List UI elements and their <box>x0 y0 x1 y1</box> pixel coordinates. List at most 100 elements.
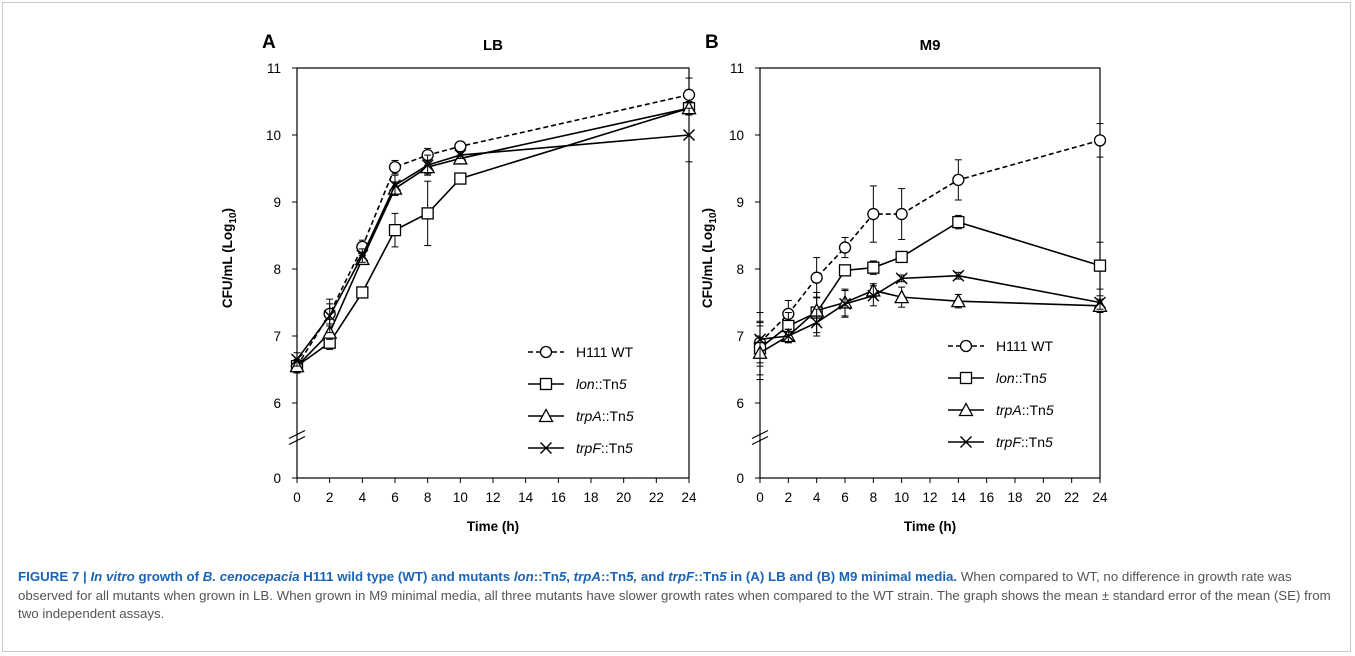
legend-label: trpF::Tn5 <box>996 434 1053 450</box>
data-point-marker <box>1093 134 1107 147</box>
x-tick-label: 22 <box>649 490 664 505</box>
series-3 <box>291 107 695 367</box>
data-point-marker <box>952 173 965 187</box>
y-tick-label: 8 <box>736 262 744 277</box>
caption-head-part: , <box>566 569 574 584</box>
caption-head-part: 5, <box>626 569 638 584</box>
y-axis-label-sub: 10 <box>708 212 719 224</box>
y-tick-label: 0 <box>273 471 281 486</box>
series-0 <box>290 77 696 374</box>
y-axis-label-sub: 10 <box>228 212 239 224</box>
series-line <box>759 221 1101 349</box>
caption-head-part: trpF <box>668 569 695 584</box>
data-point-marker <box>291 353 303 366</box>
series-1 <box>290 101 696 374</box>
marker-stroke <box>323 309 336 322</box>
data-point-marker <box>895 272 908 285</box>
data-point-marker <box>895 250 908 264</box>
legend-item: H111 WT <box>528 344 633 360</box>
x-tick-label: 14 <box>518 490 534 505</box>
data-point-marker <box>895 207 908 221</box>
panel-letter: B <box>705 32 719 53</box>
data-point-marker <box>682 88 696 101</box>
data-point-marker <box>1094 296 1106 309</box>
data-point-marker <box>454 149 467 162</box>
legend-label: H111 WT <box>996 338 1053 354</box>
x-tick-label: 0 <box>756 490 764 505</box>
x-tick-label: 18 <box>583 490 598 505</box>
x-tick-label: 20 <box>1036 490 1051 505</box>
x-tick-label: 6 <box>391 490 399 505</box>
data-point-marker <box>959 339 973 353</box>
y-tick-label: 9 <box>273 195 281 210</box>
data-point-marker <box>867 289 880 302</box>
x-tick-label: 2 <box>785 490 793 505</box>
caption-head-part: lon <box>513 569 534 584</box>
data-point-marker <box>867 207 880 221</box>
caption-head-part: trpA <box>573 569 601 584</box>
axis-break-mark <box>751 429 769 440</box>
y-tick-label: 0 <box>736 471 744 486</box>
x-tick-label: 16 <box>979 490 994 505</box>
legend-item: lon::Tn5 <box>528 376 627 392</box>
data-point-marker <box>454 172 467 185</box>
series-2 <box>289 100 697 374</box>
data-point-marker <box>782 330 795 342</box>
data-point-marker <box>540 442 552 454</box>
data-point-marker <box>388 161 402 174</box>
y-axis-label-end: ) <box>700 208 715 213</box>
marker-stroke <box>291 353 303 366</box>
y-tick-label: 8 <box>273 262 281 277</box>
marker-stroke <box>389 179 401 192</box>
y-tick-label: 11 <box>730 61 744 76</box>
caption-head-part: B. cenocepacia <box>202 569 300 584</box>
x-tick-label: 10 <box>894 490 909 505</box>
y-axis-label: CFU/mL (Log10) <box>220 208 239 308</box>
chart-title: LB <box>483 37 503 54</box>
marker-stroke <box>754 333 766 346</box>
data-point-marker <box>838 241 852 254</box>
data-point-marker <box>356 249 369 262</box>
axis-break-mark <box>288 435 306 446</box>
data-point-marker <box>538 408 554 423</box>
chart-title: M9 <box>920 37 941 54</box>
marker-stroke <box>540 442 552 454</box>
data-point-marker <box>754 333 766 346</box>
series-line <box>296 107 690 367</box>
legend-item: H111 WT <box>948 338 1053 354</box>
x-tick-label: 18 <box>1007 490 1022 505</box>
legend-label-part: 5 <box>1045 434 1053 450</box>
axis-break-mark <box>288 429 306 440</box>
legend-label-part: 5 <box>619 376 627 392</box>
caption-head-part: in (A) LB and (B) M9 minimal media. <box>726 569 958 584</box>
legend-label-part: trpF <box>996 434 1022 450</box>
data-point-marker <box>952 269 965 282</box>
legend-label-part: 5 <box>625 440 633 456</box>
legend-item: trpF::Tn5 <box>528 440 633 456</box>
y-tick-label: 11 <box>267 61 281 76</box>
x-tick-label: 8 <box>870 490 878 505</box>
legend-label: trpF::Tn5 <box>576 440 633 456</box>
x-tick-label: 2 <box>326 490 334 505</box>
data-point-marker <box>683 129 695 141</box>
caption-head-part: ::Tn <box>601 569 627 584</box>
x-tick-label: 24 <box>681 490 697 505</box>
marker-stroke <box>895 272 908 285</box>
data-point-marker <box>839 297 851 310</box>
marker-stroke <box>810 316 823 329</box>
data-point-marker <box>389 179 401 192</box>
y-tick-label: 7 <box>736 329 744 344</box>
legend-label-part: ::Tn <box>602 408 626 424</box>
x-tick-label: 12 <box>922 490 937 505</box>
marker-stroke <box>356 249 369 262</box>
marker-stroke <box>839 297 851 310</box>
marker-stroke <box>454 149 467 162</box>
data-point-marker <box>388 223 402 237</box>
series-1 <box>753 214 1107 376</box>
data-point-marker <box>421 207 434 220</box>
y-tick-label: 6 <box>273 396 281 411</box>
data-point-marker <box>421 159 434 172</box>
series-line <box>759 274 1101 341</box>
